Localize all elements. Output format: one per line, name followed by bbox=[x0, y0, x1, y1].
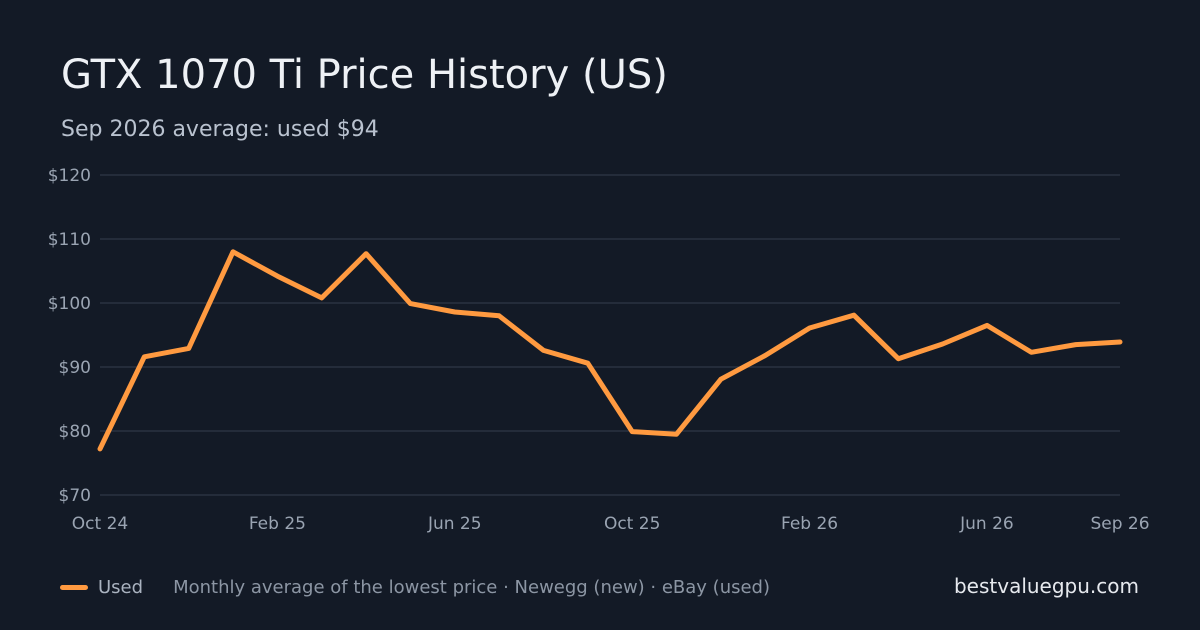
y-tick-label: $70 bbox=[59, 486, 91, 506]
y-tick-label: $90 bbox=[59, 358, 91, 378]
x-axis-labels: Oct 24 Feb 25 Jun 25 Oct 25 Feb 26 Jun 26 Sep … bbox=[72, 514, 1150, 534]
y-axis-labels: $70 $80 $90 $100 $110 $120 bbox=[48, 166, 91, 506]
x-tick-label: Jun 26 bbox=[959, 514, 1014, 534]
chart-subtitle: Sep 2026 average: used $94 bbox=[61, 117, 379, 142]
x-tick-label: Jun 25 bbox=[427, 514, 482, 534]
y-tick-label: $120 bbox=[48, 166, 91, 186]
x-tick-label: Oct 24 bbox=[72, 514, 128, 534]
legend: Used Monthly average of the lowest price… bbox=[60, 574, 770, 600]
x-tick-label: Feb 26 bbox=[781, 514, 838, 534]
chart-title: GTX 1070 Ti Price History (US) bbox=[61, 52, 668, 98]
grid-lines bbox=[100, 174, 1120, 496]
legend-swatch-used bbox=[60, 584, 88, 590]
legend-label-used: Used bbox=[98, 576, 144, 598]
brand-link[interactable]: bestvaluegpu.com bbox=[953, 574, 1139, 598]
y-tick-label: $100 bbox=[48, 294, 91, 314]
x-tick-label: Feb 25 bbox=[249, 514, 306, 534]
y-tick-label: $80 bbox=[59, 422, 91, 442]
x-tick-label: Oct 25 bbox=[604, 514, 660, 534]
series-line-used bbox=[97, 249, 1123, 452]
x-tick-label: Sep 26 bbox=[1090, 514, 1149, 534]
source-note: Monthly average of the lowest price · Ne… bbox=[173, 576, 771, 598]
series-lines bbox=[97, 249, 1123, 452]
y-tick-label: $110 bbox=[48, 230, 91, 250]
